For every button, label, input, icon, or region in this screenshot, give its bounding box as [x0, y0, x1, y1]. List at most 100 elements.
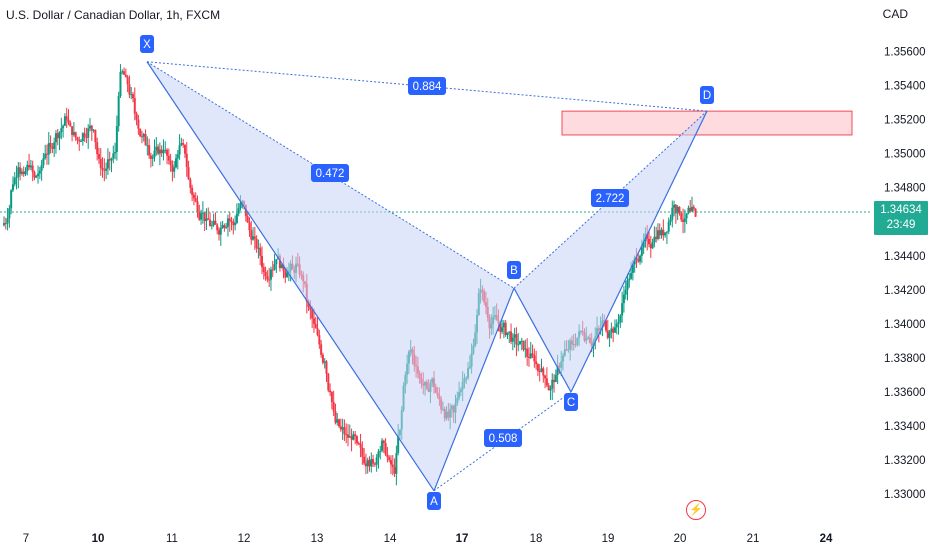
x-tick-label: 21 — [747, 533, 760, 545]
candle-body — [533, 355, 536, 362]
candle-body — [642, 241, 645, 248]
candle-body — [341, 427, 344, 430]
candle-body — [262, 267, 265, 272]
candle-body — [685, 213, 688, 219]
candle-body — [87, 128, 90, 138]
candle-body — [200, 213, 203, 220]
candle-body — [207, 218, 210, 220]
candle-body — [235, 213, 238, 223]
candle-body — [44, 153, 47, 159]
candle-body — [230, 221, 233, 223]
x-tick-label: 24 — [820, 533, 833, 545]
candle-body — [377, 451, 380, 458]
candle-body — [624, 289, 627, 295]
y-tick-label: 1.34400 — [884, 251, 926, 263]
ratio-label-bg — [311, 164, 349, 182]
candle-body — [261, 255, 263, 268]
candle-body — [128, 84, 131, 95]
candle-body — [101, 167, 104, 170]
candle-body — [20, 171, 23, 174]
x-tick-label: 11 — [166, 533, 178, 545]
candle-body — [619, 315, 622, 323]
candle-body — [273, 264, 276, 270]
candle-body — [149, 155, 152, 159]
last-price-tag: 1.34634 23:49 — [874, 201, 928, 235]
y-tick-label: 1.35400 — [884, 81, 926, 93]
candle-body — [173, 167, 176, 172]
pattern-leg — [433, 287, 515, 492]
candle-body — [37, 173, 40, 176]
candle-body — [556, 365, 559, 376]
candle-body — [363, 456, 366, 464]
candle-body — [4, 223, 7, 225]
candle-body — [354, 434, 357, 437]
candle-body — [164, 149, 167, 151]
candle-body — [67, 119, 70, 123]
candle-body — [115, 126, 118, 152]
last-price-value: 1.34634 — [880, 204, 922, 216]
point-label-c: C — [567, 397, 575, 409]
candle-body — [33, 172, 36, 178]
candle-body — [99, 158, 102, 168]
lightning-icon[interactable]: ⚡ — [686, 500, 706, 520]
candle-body — [621, 303, 624, 316]
candle-body — [321, 354, 324, 363]
pattern-leg — [513, 287, 572, 393]
ratio-label-xd: 0.884 — [413, 81, 442, 93]
candle-body — [13, 177, 16, 185]
candle-body — [271, 269, 274, 271]
candle-body — [388, 457, 391, 461]
candle-body — [338, 419, 341, 427]
candle-body — [135, 113, 138, 120]
candle-body — [187, 167, 190, 180]
candle-body — [649, 244, 652, 249]
candle-body — [110, 158, 113, 161]
candle-body — [683, 218, 686, 222]
candle-body — [65, 116, 68, 120]
candle-body — [106, 159, 109, 169]
candle-body — [674, 204, 677, 214]
candle-body — [185, 153, 188, 168]
candle-body — [610, 328, 613, 333]
candle-body — [617, 322, 620, 324]
candle-body — [54, 133, 57, 143]
candle-body — [529, 353, 532, 358]
candle-body — [336, 419, 339, 423]
candle-body — [62, 125, 65, 129]
candle-body — [320, 344, 323, 355]
candle-body — [74, 132, 77, 138]
candle-body — [540, 368, 543, 372]
y-tick-label: 1.35600 — [884, 47, 926, 59]
candle-body — [669, 219, 672, 222]
candle-body — [183, 144, 186, 154]
candle-body — [248, 222, 251, 231]
candle-body — [542, 368, 545, 376]
candle-body — [535, 361, 538, 365]
candle-body — [171, 165, 174, 172]
candle-body — [631, 264, 634, 273]
candle-body — [94, 129, 97, 143]
candle-body — [225, 226, 228, 228]
candle-body — [339, 426, 342, 430]
candle-body — [678, 206, 681, 214]
candle-body — [219, 227, 222, 235]
candle-body — [325, 361, 328, 374]
candle-body — [395, 453, 398, 474]
y-tick-label: 1.33000 — [884, 489, 926, 501]
candle-body — [520, 340, 523, 342]
candle-body — [214, 220, 217, 225]
candle-body — [522, 340, 525, 350]
candle-body — [640, 247, 643, 256]
candle-body — [209, 219, 212, 226]
candle-body — [608, 332, 611, 338]
candle-body — [266, 276, 269, 280]
candle-body — [630, 272, 633, 279]
candle-body — [19, 167, 22, 174]
x-tick-label: 17 — [456, 533, 469, 545]
candle-body — [252, 236, 255, 240]
candle-body — [246, 216, 249, 223]
candle-body — [268, 279, 271, 281]
point-label-bg — [427, 492, 441, 510]
candle-body — [656, 230, 659, 239]
